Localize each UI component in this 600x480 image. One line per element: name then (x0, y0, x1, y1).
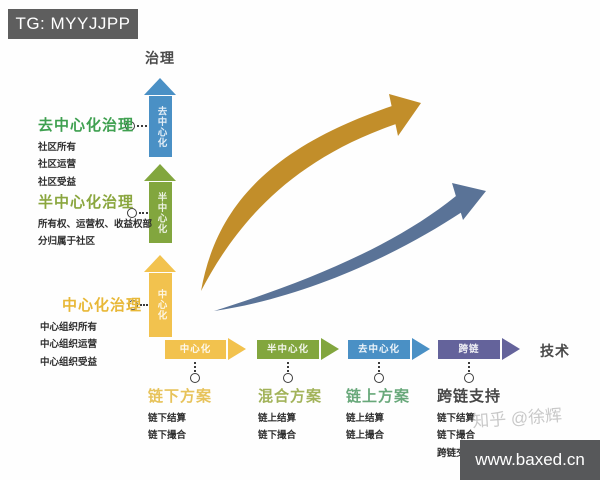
note-line: 社区运营 (38, 159, 77, 170)
x-segment-decentralized: 去中心化 (348, 340, 410, 359)
connector-dash-semi (139, 212, 148, 214)
x-axis-title: 技术 (540, 343, 570, 359)
note-onchain-scheme: 链上方案 链上结算 链上撮合 (346, 385, 410, 441)
note-title: 半中心化治理 (38, 194, 135, 211)
note-line: 链上结算 (258, 412, 297, 424)
connector-dot-centralized (128, 300, 138, 310)
note-title: 混合方案 (258, 388, 323, 405)
y-segment-decentralized-label: 去中心化 (155, 105, 167, 148)
connector-dash-centralized (140, 304, 148, 306)
note-line: 跨链交易 (437, 447, 476, 459)
connector-dot-decentralized (125, 121, 135, 131)
blue-trend-arrowhead-icon (452, 183, 486, 220)
connector-dash-crosschain (468, 362, 470, 372)
note-line: 社区所有 (38, 141, 77, 153)
note-line: 链下结算 (437, 412, 476, 424)
note-line: 链上撮合 (346, 430, 385, 441)
connector-dot-hybrid (283, 373, 293, 383)
note-line: 链上结算 (346, 412, 385, 424)
note-title: 跨链支持 (437, 388, 502, 405)
x-segment-centralized: 中心化 (165, 340, 226, 359)
blue-trend-arrow-shaft-icon (214, 196, 462, 311)
note-title: 中心化治理 (62, 297, 143, 314)
note-line: 中心组织受益 (40, 356, 98, 368)
note-line: 链下撮合 (437, 430, 476, 441)
note-title: 链上方案 (346, 388, 411, 405)
note-line: 社区受益 (38, 176, 77, 188)
zhihu-watermark: 知乎 @徐辉 (471, 405, 563, 432)
connector-dot-onchain (374, 373, 384, 383)
note-title: 去中心化治理 (38, 117, 135, 134)
note-title: 链下方案 (148, 388, 213, 405)
x-segment-semi: 半中心化 (257, 340, 319, 359)
x-segment-crosschain-arrowhead-icon (502, 338, 520, 360)
x-segment-centralized-arrowhead-icon (228, 338, 246, 360)
y-segment-centralized-label: 中心化 (155, 289, 167, 321)
note-offchain-scheme: 链下方案 链下结算 链下撮合 (148, 385, 212, 441)
x-segment-decentralized-arrowhead-icon (412, 338, 430, 360)
note-decentralized-governance: 去中心化治理 社区所有 社区运营 社区受益 (38, 114, 134, 188)
y-segment-decentralized-arrowhead-icon (144, 78, 176, 95)
y-segment-semi: 半中心化 (149, 182, 172, 243)
y-segment-semi-arrowhead-icon (144, 164, 176, 181)
connector-dash-offchain (194, 362, 196, 372)
note-centralized-governance: 中心化治理 中心组织所有 中心组织运营 中心组织受益 (40, 294, 142, 368)
note-line: 链下结算 (148, 412, 187, 424)
note-line: 中心组织运营 (40, 339, 98, 350)
note-line: 所有权、运营权、收益权部 (38, 218, 153, 230)
y-axis-title: 治理 (145, 50, 175, 66)
x-segment-semi-arrowhead-icon (321, 338, 339, 360)
connector-dot-semi (127, 208, 137, 218)
note-semi-governance: 半中心化治理 所有权、运营权、收益权部 分归属于社区 (38, 191, 152, 247)
note-line: 链下撮合 (258, 430, 297, 441)
connector-dot-offchain (190, 373, 200, 383)
y-segment-semi-label: 半中心化 (155, 191, 167, 234)
note-line: 链下撮合 (148, 430, 187, 441)
telegram-badge: TG: MYYJJPP (8, 9, 138, 39)
note-crosschain-support: 跨链支持 链下结算 链下撮合 跨链交易 (437, 385, 501, 459)
x-segment-crosschain: 跨链 (438, 340, 500, 359)
gold-trend-arrow-shaft-icon (201, 106, 396, 291)
y-segment-centralized-arrowhead-icon (144, 255, 176, 272)
note-line: 中心组织所有 (40, 321, 98, 333)
connector-dash-decentralized (137, 125, 147, 127)
y-segment-decentralized: 去中心化 (149, 96, 172, 157)
gold-trend-arrowhead-icon (389, 94, 421, 136)
site-watermark: www.baxed.cn (460, 440, 600, 480)
note-line: 分归属于社区 (38, 236, 96, 247)
connector-dash-onchain (378, 362, 380, 372)
connector-dot-crosschain (464, 373, 474, 383)
y-segment-centralized: 中心化 (149, 273, 172, 337)
connector-dash-hybrid (287, 362, 289, 372)
note-hybrid-scheme: 混合方案 链上结算 链下撮合 (258, 385, 322, 441)
